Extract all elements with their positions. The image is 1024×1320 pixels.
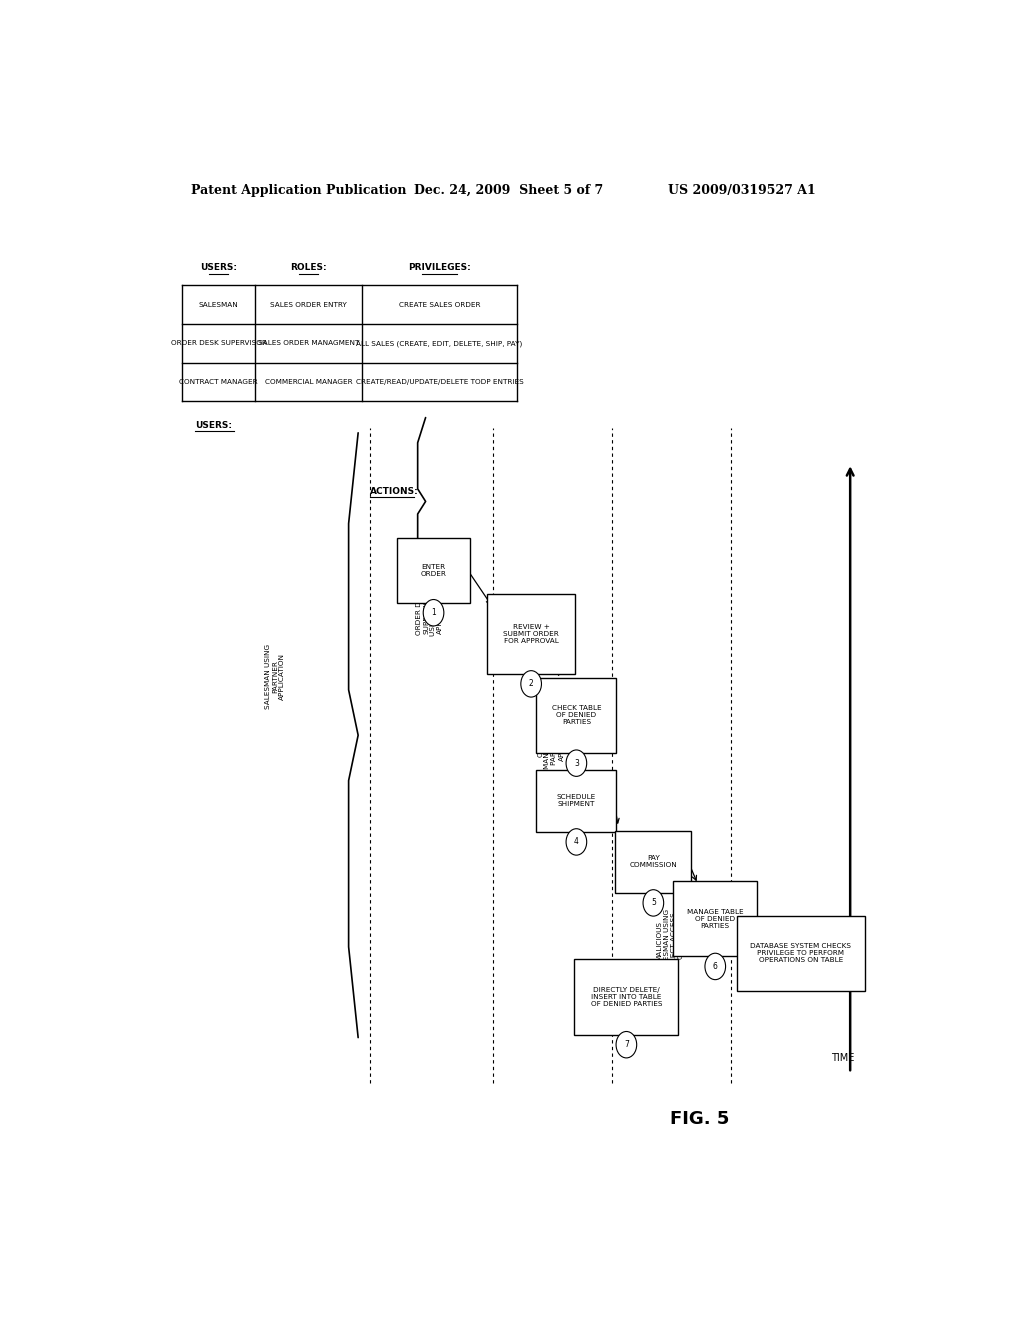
Text: 2: 2 (528, 680, 534, 688)
Text: Patent Application Publication: Patent Application Publication (191, 183, 407, 197)
Text: 5: 5 (651, 899, 655, 907)
FancyBboxPatch shape (537, 770, 616, 832)
FancyBboxPatch shape (487, 594, 575, 673)
Text: SALES ORDER ENTRY: SALES ORDER ENTRY (270, 302, 347, 308)
Text: 4: 4 (573, 837, 579, 846)
Text: 3: 3 (573, 759, 579, 768)
Text: Dec. 24, 2009  Sheet 5 of 7: Dec. 24, 2009 Sheet 5 of 7 (414, 183, 603, 197)
Text: CONTRACT
MANAGER USING
PARTNER TODP
APPLICATION: CONTRACT MANAGER USING PARTNER TODP APPL… (538, 706, 564, 768)
Text: REVIEW +
SUBMIT ORDER
FOR APPROVAL: REVIEW + SUBMIT ORDER FOR APPROVAL (503, 624, 559, 644)
Text: SCHEDULE
SHIPMENT: SCHEDULE SHIPMENT (557, 795, 596, 808)
Text: 7: 7 (624, 1040, 629, 1049)
Text: CREATE/READ/UPDATE/DELETE TODP ENTRIES: CREATE/READ/UPDATE/DELETE TODP ENTRIES (355, 379, 523, 385)
Text: DIRECTLY DELETE/
INSERT INTO TABLE
OF DENIED PARTIES: DIRECTLY DELETE/ INSERT INTO TABLE OF DE… (591, 987, 663, 1007)
Text: ENTER
ORDER: ENTER ORDER (421, 564, 446, 577)
FancyBboxPatch shape (574, 960, 678, 1035)
Circle shape (705, 953, 726, 979)
Text: US 2009/0319527 A1: US 2009/0319527 A1 (668, 183, 815, 197)
Text: USERS:: USERS: (200, 263, 237, 272)
Text: PRIVILEGES:: PRIVILEGES: (409, 263, 471, 272)
Text: DATABASE SYSTEM CHECKS
PRIVILEGE TO PERFORM
OPERATIONS ON TABLE: DATABASE SYSTEM CHECKS PRIVILEGE TO PERF… (751, 944, 852, 964)
Text: CREATE SALES ORDER: CREATE SALES ORDER (398, 302, 480, 308)
Text: CONTRACT MANAGER: CONTRACT MANAGER (179, 379, 258, 385)
FancyBboxPatch shape (397, 537, 470, 602)
Text: 6: 6 (713, 962, 718, 972)
Circle shape (566, 750, 587, 776)
Text: COMMERCIAL MANAGER: COMMERCIAL MANAGER (265, 379, 352, 385)
Text: TIME: TIME (830, 1053, 854, 1063)
Circle shape (566, 829, 587, 855)
Text: SALES ORDER MANAGMENT: SALES ORDER MANAGMENT (258, 341, 359, 346)
Text: USERS:: USERS: (196, 421, 232, 430)
Text: CHECK TABLE
OF DENIED
PARTIES: CHECK TABLE OF DENIED PARTIES (552, 705, 601, 726)
Circle shape (423, 599, 443, 626)
Text: MALICIOUS
SALESMAN USING
DIRECT ACCESS
CHANNEL: MALICIOUS SALESMAN USING DIRECT ACCESS C… (656, 908, 684, 974)
Text: ORDER DESK
SUPERVISOR
USING NATIVE
APPLICATION: ORDER DESK SUPERVISOR USING NATIVE APPLI… (416, 585, 443, 636)
Text: ALL SALES (CREATE, EDIT, DELETE, SHIP, PAY): ALL SALES (CREATE, EDIT, DELETE, SHIP, P… (356, 341, 522, 347)
Text: MANAGE TABLE
OF DENIED
PARTIES: MANAGE TABLE OF DENIED PARTIES (687, 908, 743, 929)
FancyBboxPatch shape (615, 830, 691, 892)
FancyBboxPatch shape (737, 916, 865, 991)
Circle shape (616, 1031, 637, 1057)
Text: 1: 1 (431, 609, 436, 618)
Text: SALESMAN: SALESMAN (199, 302, 239, 308)
Text: ACTIONS:: ACTIONS: (370, 487, 419, 496)
Text: FIG. 5: FIG. 5 (670, 1110, 729, 1127)
Text: ORDER DESK SUPERVISOR: ORDER DESK SUPERVISOR (171, 341, 266, 346)
Circle shape (643, 890, 664, 916)
Circle shape (521, 671, 542, 697)
FancyBboxPatch shape (673, 880, 758, 956)
FancyBboxPatch shape (537, 677, 616, 752)
Text: SALESMAN USING
PARTNER
APPLICATION: SALESMAN USING PARTNER APPLICATION (265, 644, 285, 709)
Text: PAY
COMMISSION: PAY COMMISSION (630, 855, 677, 869)
Text: ROLES:: ROLES: (290, 263, 327, 272)
